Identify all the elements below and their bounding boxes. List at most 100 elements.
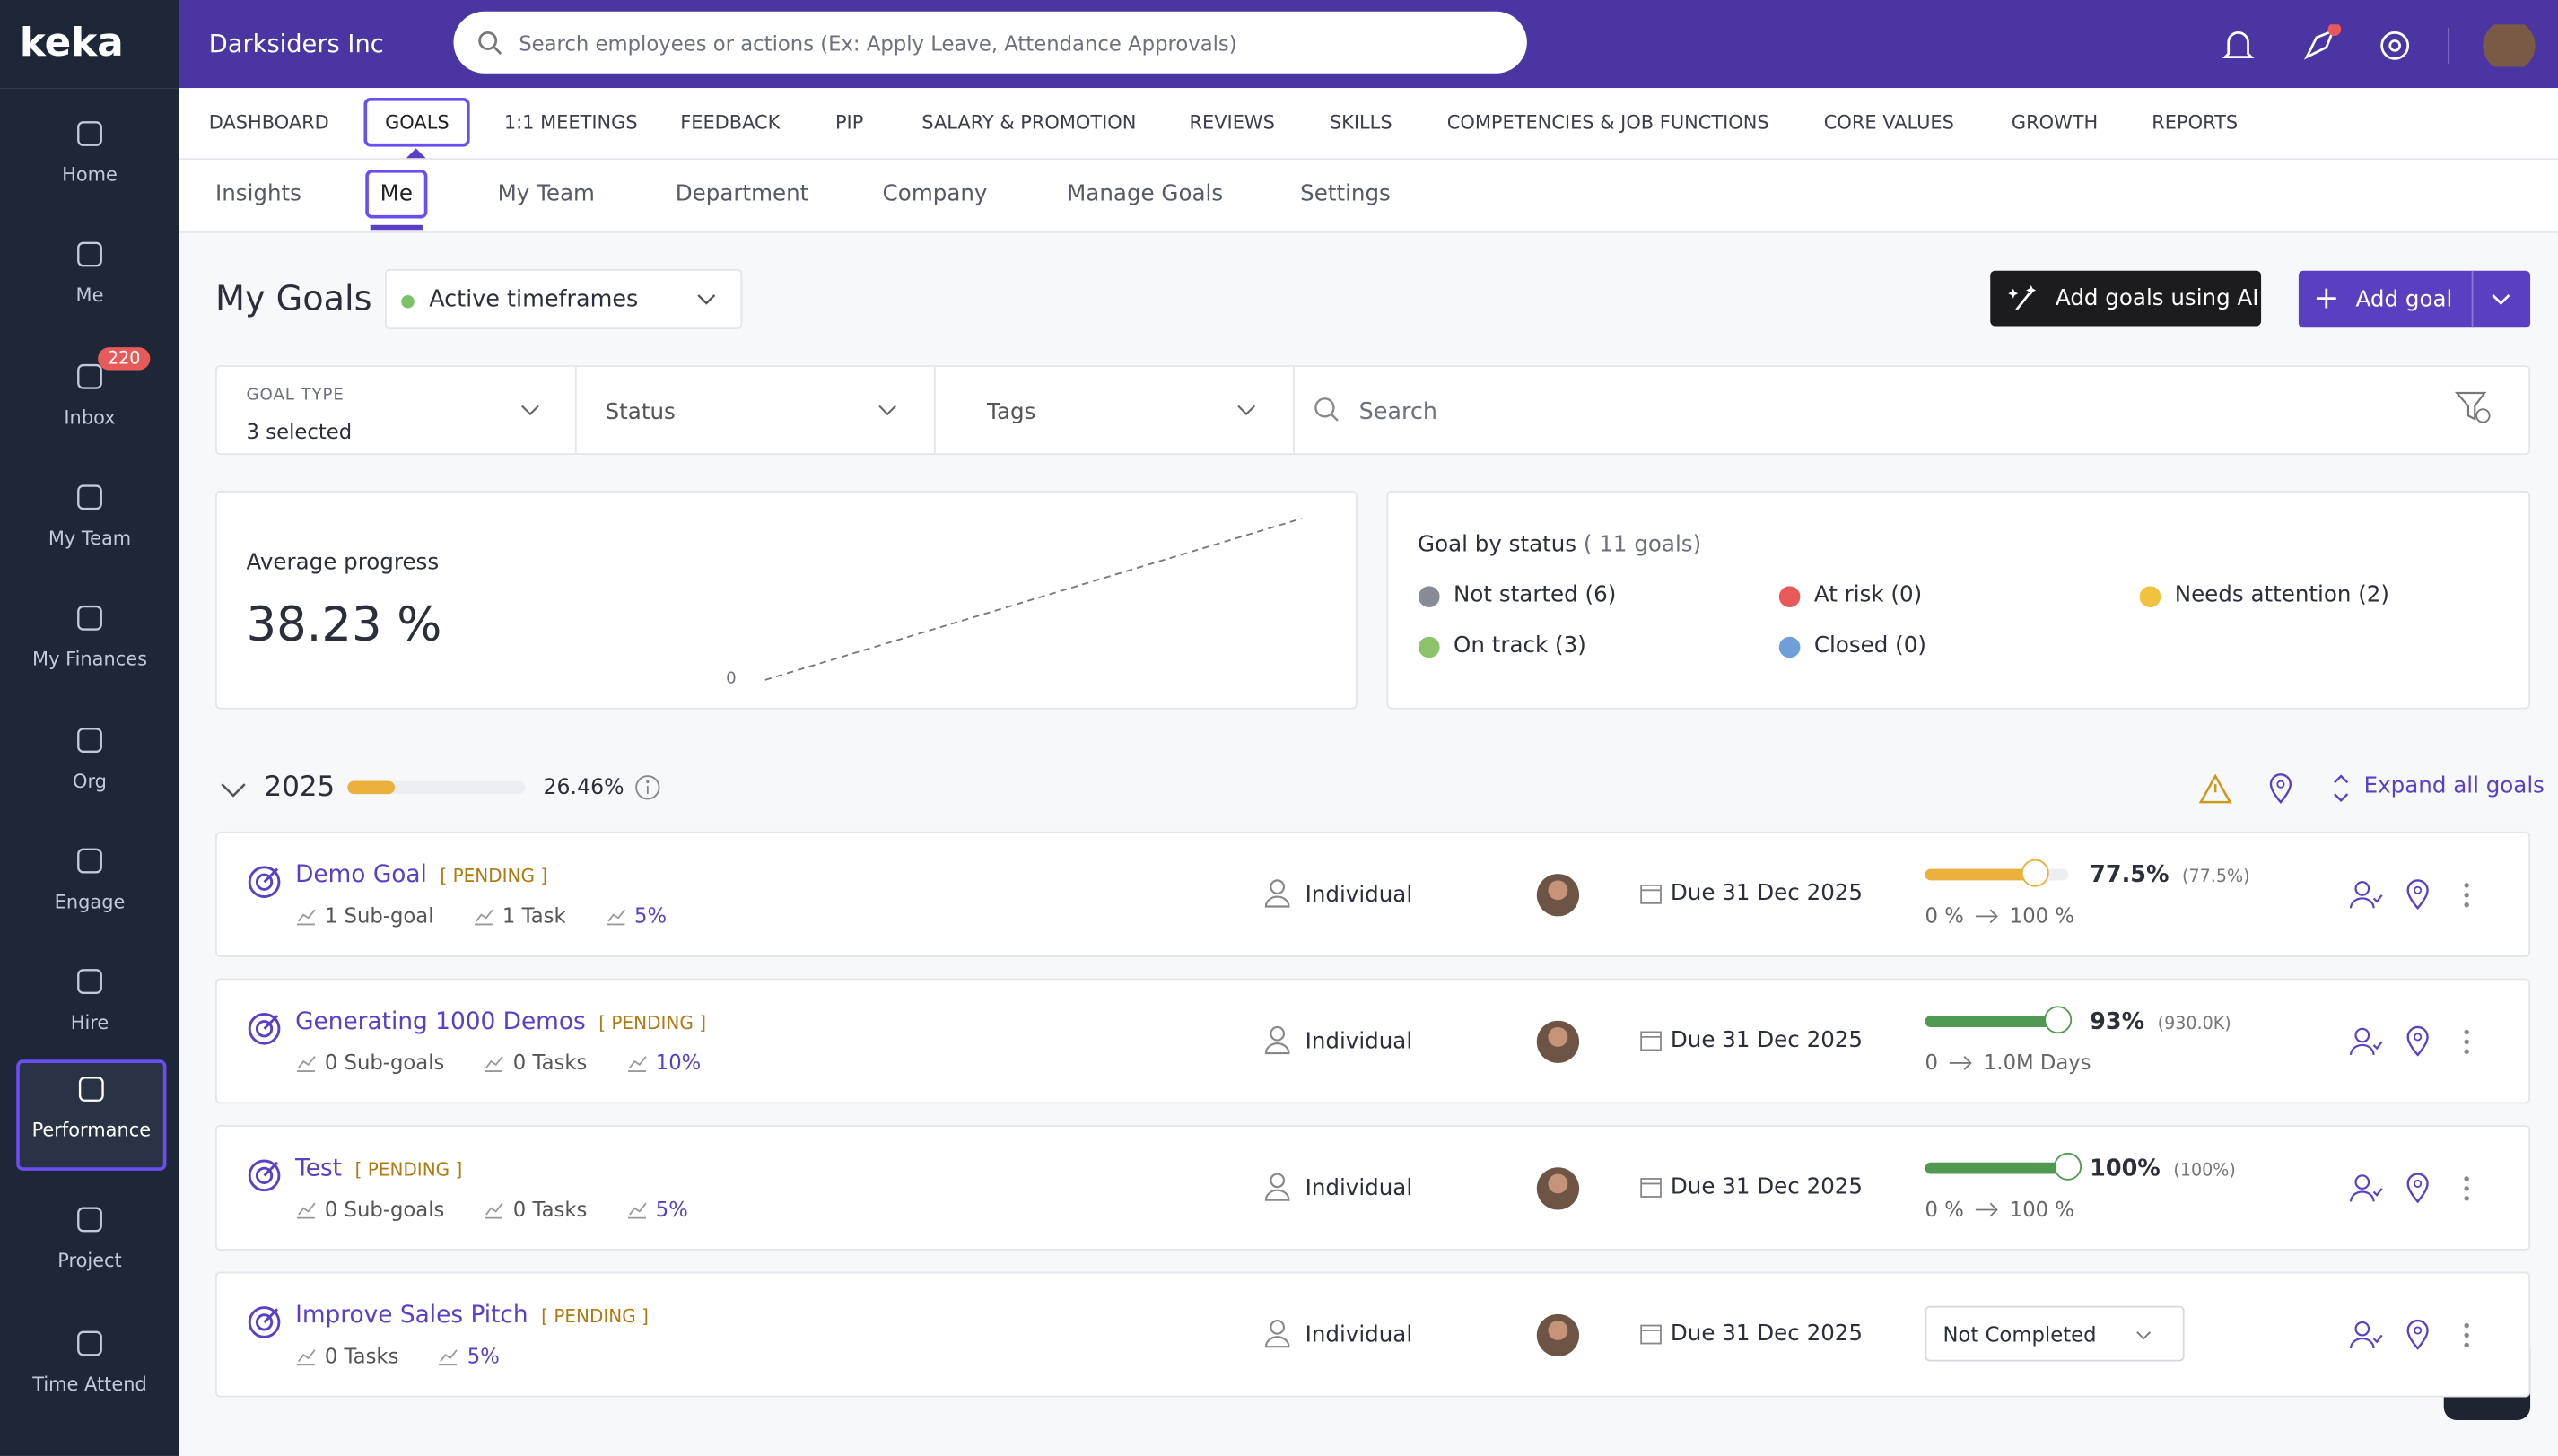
meta-icon — [485, 1202, 504, 1219]
top-tab[interactable]: REVIEWS — [1189, 110, 1275, 135]
sidebar-item[interactable]: My Finances — [0, 602, 179, 700]
status-filter[interactable]: Status — [605, 399, 676, 426]
top-tab[interactable]: PIP — [834, 110, 864, 135]
meta-icon — [627, 1202, 647, 1219]
expand-all[interactable]: Expand all goals — [2363, 772, 2545, 799]
goal-progress-detail: (77.5%) — [2182, 867, 2250, 887]
arrow — [1975, 908, 1998, 923]
top-tab[interactable]: SALARY & PROMOTION — [921, 110, 1137, 135]
goal-progress-track — [1925, 859, 2069, 887]
sidebar-item[interactable]: Project — [0, 1203, 179, 1301]
collapse-icon[interactable] — [220, 780, 246, 799]
sidebar-label: My Team — [48, 526, 132, 550]
timeframe-label: Active timeframes — [429, 286, 639, 313]
row-actions — [2349, 1173, 2469, 1204]
sub-tab[interactable]: Department — [675, 180, 809, 207]
sidebar-item[interactable]: Time Attend — [0, 1327, 179, 1425]
goal-range: 0 % 100 % — [1925, 903, 2074, 928]
status-select[interactable]: Not Completed — [1925, 1305, 2185, 1362]
goal-title[interactable]: Generating 1000 Demos[ PENDING ] — [295, 1008, 707, 1036]
goal-row[interactable]: Generating 1000 Demos[ PENDING ] 0 Sub-go… — [215, 978, 2531, 1104]
arrow — [1949, 1055, 1972, 1069]
goal-title[interactable]: Test[ PENDING ] — [295, 1155, 463, 1182]
sidebar-item[interactable]: Home — [0, 118, 179, 215]
info-icon[interactable] — [633, 772, 662, 802]
sidebar-icon — [77, 1330, 102, 1356]
logo-area: keka — [0, 0, 180, 89]
sidebar-item[interactable]: My Team — [0, 481, 179, 579]
status-title: Goal by status ( 11 goals) — [1418, 531, 1701, 557]
goal-type-value[interactable]: 3 selected — [246, 419, 353, 444]
goal-row[interactable]: Demo Goal[ PENDING ] 1 Sub-goal 1 Task 5% In… — [215, 831, 2531, 957]
goal-title[interactable]: Demo Goal[ PENDING ] — [295, 862, 548, 889]
top-tab[interactable]: 1:1 MEETINGS — [503, 110, 638, 135]
timeframe-select[interactable]: Active timeframes — [385, 268, 743, 330]
status-dot — [2139, 586, 2161, 607]
goal-title[interactable]: Improve Sales Pitch[ PENDING ] — [295, 1303, 649, 1330]
sub-tab[interactable]: My Team — [497, 180, 595, 207]
sidebar-item[interactable]: Me — [0, 239, 179, 336]
goal-progress-bar — [1925, 868, 2037, 881]
goal-row[interactable]: Improve Sales Pitch[ PENDING ] 0 Tasks 5% I… — [215, 1271, 2531, 1398]
search-filter[interactable]: Search — [1358, 399, 1438, 426]
top-tab[interactable]: REPORTS — [2152, 110, 2239, 135]
goal-tasks: 0 Tasks — [295, 1344, 398, 1368]
sidebar-item[interactable]: Performance — [16, 1059, 167, 1171]
year-icons[interactable] — [2198, 772, 2354, 805]
top-tab[interactable]: COMPETENCIES & JOB FUNCTIONS — [1446, 110, 1769, 135]
meta-icon — [485, 1056, 504, 1072]
sidebar-item[interactable]: Hire — [0, 965, 179, 1063]
goal-meta: 0 Sub-goals 0 Tasks 10% — [295, 1050, 701, 1075]
goal-row[interactable]: Test[ PENDING ] 0 Sub-goals 0 Tasks 5% Indiv… — [215, 1125, 2531, 1251]
chevron — [2136, 1331, 2152, 1340]
top-tab[interactable]: GROWTH — [2011, 110, 2099, 135]
plus-icon — [2316, 288, 2336, 309]
sub-tab[interactable]: Settings — [1300, 180, 1391, 207]
meta-icon — [475, 909, 493, 926]
top-tab[interactable]: FEEDBACK — [680, 110, 781, 135]
goal-meta: 0 Tasks 5% — [295, 1344, 500, 1368]
search-bar[interactable]: Search employees or actions (Ex: Apply L… — [453, 11, 1527, 74]
goal-progress-track — [1925, 1152, 2082, 1181]
sidebar-item[interactable]: Engage — [0, 844, 179, 942]
top-tab[interactable]: DASHBOARD — [208, 110, 329, 135]
average-value: 38.23 % — [246, 597, 442, 652]
sub-tab[interactable]: Manage Goals — [1067, 180, 1224, 207]
calendar-icon — [1640, 1178, 1662, 1198]
sub-tabs: Insights Me My Team Department Company Manage… — [179, 160, 2558, 233]
chevron — [697, 294, 716, 305]
tags-filter[interactable]: Tags — [987, 399, 1036, 426]
add-goal-label: Add goal — [2355, 286, 2453, 313]
goal-progress-bar — [1925, 1162, 2069, 1174]
sub-tab[interactable]: Me — [365, 170, 428, 219]
sidebar-label: Me — [75, 283, 104, 308]
sidebar-item[interactable]: Org — [0, 723, 179, 821]
goal-weight: 5% — [626, 1197, 688, 1221]
owner-icon — [1264, 1320, 1290, 1348]
sub-tab[interactable]: Company — [882, 180, 988, 207]
top-tab[interactable]: CORE VALUES — [1823, 110, 1954, 135]
sub-tab[interactable]: Insights — [215, 180, 301, 207]
ai-button-label: Add goals using AI — [2055, 285, 2259, 312]
row-actions — [2349, 1025, 2469, 1057]
range-to: 100 % — [2009, 1196, 2074, 1222]
goal-icon — [248, 1012, 281, 1045]
filter-lines — [521, 366, 2491, 454]
ai-button[interactable]: Add goals using AI — [1990, 270, 2262, 327]
top-tab[interactable]: SKILLS — [1329, 110, 1392, 135]
sidebar-icon — [77, 727, 102, 753]
goal-range: 0 % 100 % — [1925, 1197, 2074, 1221]
year-progress-label: 26.46% — [543, 776, 624, 801]
status-item: Closed (0) — [1813, 632, 1926, 659]
sidebar-label: Project — [57, 1249, 122, 1272]
add-goal-button[interactable]: Add goal — [2298, 270, 2531, 328]
top-tab[interactable]: GOALS — [363, 98, 471, 147]
sidebar-icon — [77, 969, 102, 995]
goal-weight: 5% — [605, 903, 667, 928]
status-dot — [1778, 636, 1801, 658]
goal-tasks: 0 Tasks — [484, 1050, 587, 1075]
status-item: At risk (0) — [1813, 581, 1923, 608]
sidebar-item[interactable]: Inbox 220 — [0, 346, 179, 458]
sidebar-label: My Finances — [32, 647, 147, 671]
